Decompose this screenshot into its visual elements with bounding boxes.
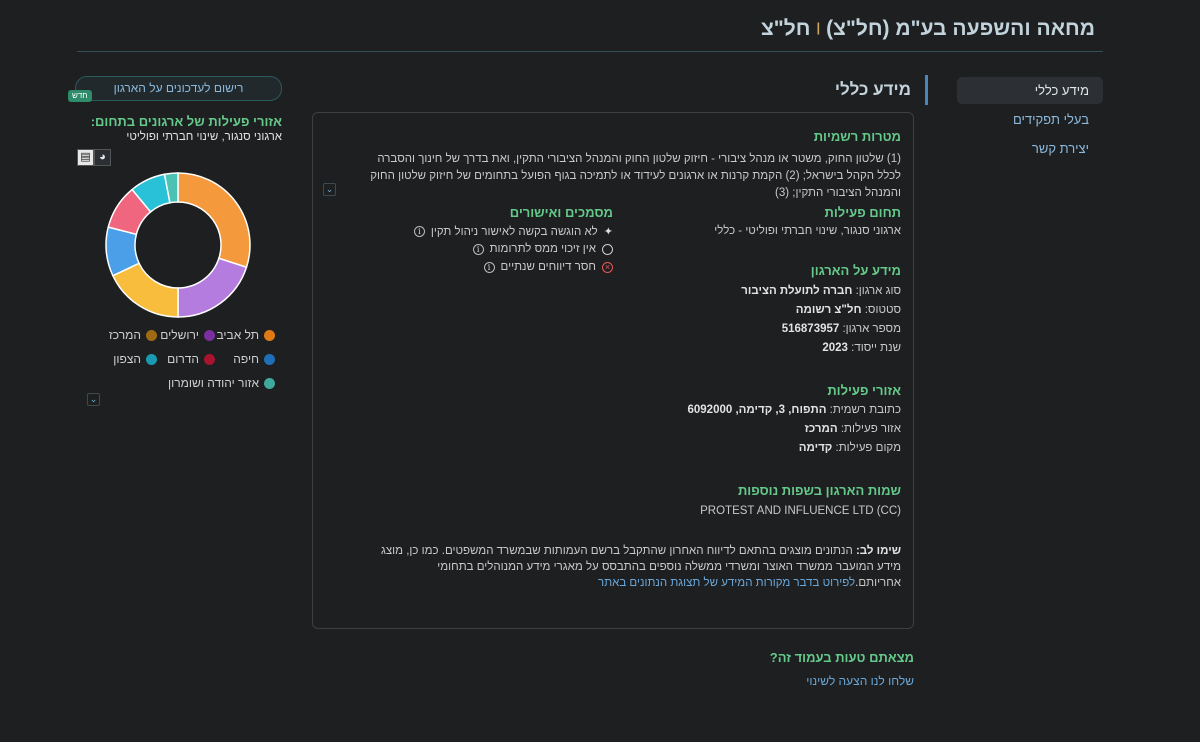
org-info-value: חברה לתועלת הציבור bbox=[741, 285, 853, 297]
area-label: מקום פעילות: bbox=[835, 442, 901, 454]
area-row: מקום פעילות: קדימה bbox=[799, 442, 901, 454]
side-nav: מידע כללי בעלי תפקידים יצירת קשר bbox=[957, 77, 1103, 164]
new-badge: חדש bbox=[68, 90, 92, 102]
title-divider bbox=[77, 51, 1103, 52]
area-value: המרכז bbox=[804, 423, 838, 435]
title-separator: | bbox=[816, 20, 821, 35]
legend-item[interactable]: המרכז bbox=[109, 328, 157, 342]
info-icon[interactable]: i bbox=[413, 226, 425, 237]
expand-purposes-chevron-down-icon[interactable]: ⌄ bbox=[323, 183, 336, 196]
other-names-text: PROTEST AND INFLUENCE LTD (CC) bbox=[700, 505, 901, 517]
legend-label: המרכז bbox=[108, 328, 141, 342]
activity-areas-donut-chart bbox=[105, 172, 251, 318]
general-info-card: מטרות רשמיות (1) שלטון החוק, משטר או מנה… bbox=[312, 112, 914, 629]
org-info-row: סטטוס: חל"צ רשומה bbox=[796, 304, 901, 316]
document-row: × חסר דיווחים שנתיים i bbox=[483, 261, 613, 273]
suggest-change-link[interactable]: שלחו לנו הצעה לשינוי bbox=[806, 674, 914, 688]
legend-item[interactable]: הדרום bbox=[167, 352, 215, 366]
left-panel: רישום לעדכונים על הארגון חדש אזורי פעילו… bbox=[68, 76, 282, 406]
area-label: כתובת רשמית: bbox=[829, 404, 901, 416]
legend-label: הדרום bbox=[167, 352, 199, 366]
side-nav-item-general[interactable]: מידע כללי bbox=[957, 77, 1103, 104]
legend-item[interactable]: תל אביב bbox=[216, 328, 275, 342]
area-value: קדימה bbox=[798, 442, 833, 454]
legend-label: חיפה bbox=[233, 352, 259, 366]
org-info-label: שנת ייסוד: bbox=[851, 342, 901, 354]
info-icon[interactable]: i bbox=[483, 261, 495, 273]
expand-legend-chevron-down-icon[interactable]: ⌄ bbox=[87, 393, 100, 406]
org-info-title: מידע על הארגון bbox=[810, 263, 901, 278]
chart-view-icon[interactable]: ◕ bbox=[94, 149, 111, 166]
title-main: מחאה והשפעה בע"מ (חל"צ) bbox=[826, 17, 1095, 40]
legend-label: תל אביב bbox=[216, 328, 259, 342]
donut-slice[interactable] bbox=[163, 172, 179, 204]
side-nav-item-contact[interactable]: יצירת קשר bbox=[1031, 141, 1089, 156]
org-info-row: שנת ייסוד: 2023 bbox=[822, 342, 901, 354]
legend-dot-icon bbox=[146, 353, 157, 365]
subscribe-label: רישום לעדכונים על הארגון bbox=[113, 81, 244, 95]
area-row: כתובת רשמית: התפוח, 3, קדימה, 6092000 bbox=[687, 404, 901, 416]
note-label: שימו לב: bbox=[855, 545, 901, 557]
purposes-text: (1) שלטון החוק, משטר או מנהל ציבורי - חי… bbox=[370, 153, 901, 199]
activity-title: תחום פעילות bbox=[824, 205, 901, 220]
donut-slice[interactable] bbox=[177, 172, 251, 269]
legend-item[interactable]: ירושלים bbox=[160, 328, 215, 342]
activity-text: ארגוני סנגור, שינוי חברתי ופוליטי - כללי bbox=[714, 225, 901, 237]
document-row: ✦ לא הוגשה בקשה לאישור ניהול תקין i bbox=[413, 225, 613, 238]
legend-label: אזור יהודה ושומרון bbox=[168, 376, 259, 390]
legend-dot-icon bbox=[264, 377, 275, 389]
x-circle-icon: × bbox=[602, 261, 613, 273]
page-title: מחאה והשפעה בע"מ (חל"צ) | חל"צ bbox=[761, 17, 1095, 41]
table-view-icon[interactable]: ▤ bbox=[77, 149, 94, 166]
org-info-value: 516873957 bbox=[781, 323, 840, 335]
org-info-label: סוג ארגון: bbox=[855, 285, 901, 297]
document-text: חסר דיווחים שנתיים bbox=[500, 261, 596, 273]
legend-label: ירושלים bbox=[160, 328, 199, 342]
org-info-row: סוג ארגון: חברה לתועלת הציבור bbox=[741, 285, 901, 297]
org-info-row: מספר ארגון: 516873957 bbox=[782, 323, 901, 335]
legend-item[interactable]: אזור יהודה ושומרון bbox=[168, 376, 275, 390]
areas-title: אזורי פעילות bbox=[827, 383, 901, 398]
documents-title: מסמכים ואישורים bbox=[509, 205, 613, 220]
sector-areas-title: אזורי פעילות של ארגונים בתחום: bbox=[90, 114, 282, 129]
legend-item[interactable]: חיפה bbox=[233, 352, 275, 366]
legend-dot-icon bbox=[146, 329, 157, 341]
legend-label: הצפון bbox=[113, 352, 141, 366]
org-info-label: מספר ארגון: bbox=[842, 323, 901, 335]
area-value: התפוח, 3, קדימה, 6092000 bbox=[687, 404, 827, 416]
legend-dot-icon bbox=[264, 329, 275, 341]
purposes-title: מטרות רשמיות bbox=[813, 129, 901, 144]
data-sources-link[interactable]: לפירוט בדבר מקורות המידע של תצוגת הנתוני… bbox=[598, 577, 856, 589]
side-nav-item-roles[interactable]: בעלי תפקידים bbox=[1012, 112, 1089, 127]
org-info-value: חל"צ רשומה bbox=[795, 304, 862, 316]
sector-areas-subtitle: ארגוני סנגור, שינוי חברתי ופוליטי bbox=[126, 131, 282, 143]
org-info-label: סטטוס: bbox=[864, 304, 901, 316]
section-heading: מידע כללי bbox=[835, 75, 928, 105]
legend-item[interactable]: הצפון bbox=[113, 352, 157, 366]
legend-dot-icon bbox=[204, 329, 215, 341]
sparkle-icon: ✦ bbox=[603, 226, 613, 238]
org-info-value: 2023 bbox=[822, 342, 848, 354]
chart-view-toggle: ▤ ◕ bbox=[77, 149, 111, 166]
data-note: שימו לב: הנתונים מוצגים בהתאם לדיווח האח… bbox=[356, 543, 901, 591]
note-text: הנתונים מוצגים בהתאם לדיווח האחרון שהתקב… bbox=[381, 545, 901, 589]
ring-icon bbox=[602, 243, 613, 255]
area-label: אזור פעילות: bbox=[840, 423, 901, 435]
document-text: אין זיכוי ממס לתרומות bbox=[489, 243, 596, 255]
document-text: לא הוגשה בקשה לאישור ניהול תקין bbox=[430, 225, 598, 238]
subscribe-button[interactable]: רישום לעדכונים על הארגון חדש bbox=[68, 76, 282, 102]
info-icon[interactable]: i bbox=[472, 243, 484, 255]
legend-dot-icon bbox=[204, 353, 215, 365]
legend-dot-icon bbox=[264, 353, 275, 365]
document-row: אין זיכוי ממס לתרומות i bbox=[472, 243, 613, 255]
donut-slice[interactable] bbox=[177, 257, 248, 318]
other-names-title: שמות הארגון בשפות נוספות bbox=[737, 483, 901, 498]
found-error-title: מצאתם טעות בעמוד זה? bbox=[769, 650, 914, 665]
title-short: חל"צ bbox=[760, 17, 811, 40]
area-row: אזור פעילות: המרכז bbox=[805, 423, 901, 435]
